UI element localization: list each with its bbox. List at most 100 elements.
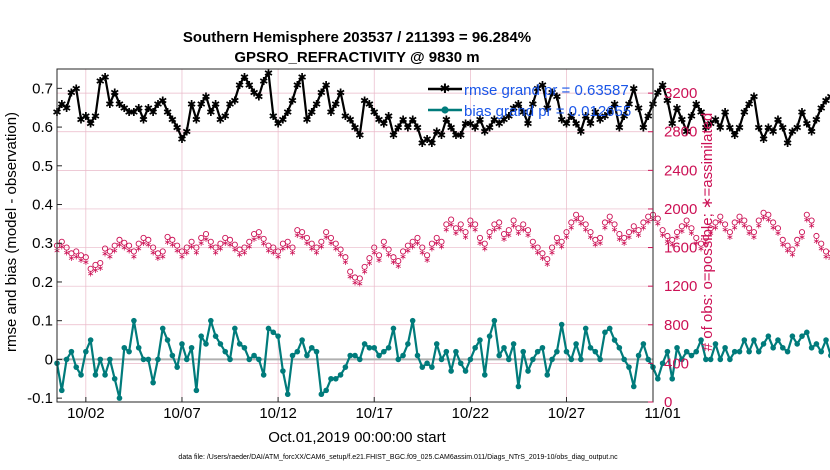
- bias-point: [135, 344, 142, 351]
- possible-point: [443, 221, 450, 228]
- assimilated-point: ∗: [135, 245, 143, 255]
- rmse-point: ✱: [81, 110, 90, 123]
- y-left-tick-label: 0.4: [32, 197, 53, 214]
- rmse-point: ✱: [120, 102, 129, 115]
- bias-point: [256, 356, 262, 363]
- bias-point: [534, 348, 541, 355]
- possible-point: [130, 248, 137, 255]
- possible-point: [188, 238, 195, 245]
- bias-point: [265, 325, 272, 332]
- y-axis-left: -0.1 0 0.1 0.2 0.3 0.4 0.5 0.6 0.7: [27, 80, 62, 407]
- possible-point: [73, 248, 80, 255]
- rmse-point: ✱: [317, 87, 326, 100]
- bias-point: [727, 356, 733, 363]
- rmse-point: ✱: [533, 83, 542, 96]
- rmse-point: ✱: [788, 125, 797, 138]
- possible-point: [529, 238, 536, 245]
- assimilated-point: ∗: [793, 241, 801, 251]
- possible-point: [500, 231, 508, 238]
- rmse-point: ✱: [499, 114, 508, 127]
- bias-point: [789, 333, 796, 339]
- bias-point: [97, 356, 104, 363]
- assimilated-point: ∗: [318, 243, 326, 253]
- rmse-point: ✱: [221, 110, 230, 123]
- bias-point: [664, 348, 671, 355]
- assimilated-point: ∗: [534, 248, 542, 258]
- bias-point: [246, 356, 253, 363]
- assimilated-point: ∗: [745, 229, 753, 239]
- y-left-tick-label: 0: [45, 351, 53, 368]
- possible-point: [755, 217, 762, 224]
- assimilated-point: ∗: [462, 233, 470, 243]
- rmse-point: ✱: [225, 98, 234, 111]
- bias-point: [558, 321, 565, 328]
- assimilated-point: ∗: [236, 250, 244, 260]
- bias-point: [183, 356, 190, 363]
- assimilated-point: ∗: [452, 229, 460, 239]
- assimilated-point: ∗: [202, 235, 210, 245]
- bias-point: [611, 337, 618, 343]
- bias-point: [395, 356, 402, 363]
- rmse-point: ✱: [269, 110, 278, 123]
- assimilated-point: ∗: [765, 216, 773, 226]
- bias-point: [573, 341, 579, 347]
- rmse-point: ✱: [807, 125, 816, 138]
- assimilated-point: ∗: [149, 248, 157, 258]
- series-bias: [54, 317, 830, 401]
- assimilated-point: ∗: [755, 221, 763, 231]
- rmse-point: ✱: [370, 106, 379, 119]
- possible-point: [827, 250, 830, 257]
- possible-point: [798, 229, 806, 236]
- assimilated-point: ∗: [601, 223, 609, 233]
- possible-point: [419, 244, 426, 251]
- assimilated-point: ∗: [255, 233, 263, 243]
- rmse-point: ✱: [312, 98, 321, 111]
- rmse-point: ✱: [168, 114, 177, 127]
- bias-point: [429, 364, 435, 370]
- possible-point: [587, 229, 594, 236]
- possible-point: [87, 265, 94, 272]
- y-left-tick-label: 0.2: [32, 274, 53, 291]
- rmse-point: ✱: [711, 114, 720, 127]
- assimilated-point: ∗: [245, 243, 253, 253]
- assimilated-point: ∗: [428, 245, 436, 255]
- bias-point: [655, 375, 661, 382]
- rmse-point: ✱: [403, 121, 412, 134]
- bias-point: [414, 352, 421, 359]
- bias-point: [438, 356, 445, 363]
- bias-point: [813, 341, 820, 347]
- assimilated-point: ∗: [322, 233, 330, 243]
- possible-point: [611, 221, 618, 228]
- bias-point: [477, 337, 483, 343]
- rmse-point: ✱: [687, 110, 696, 123]
- assimilated-point: ∗: [774, 229, 782, 239]
- rmse-point: ✱: [562, 118, 571, 131]
- rmse-point: ✱: [273, 118, 282, 131]
- bias-point: [347, 352, 353, 359]
- assimilated-point: ∗: [178, 252, 186, 262]
- assimilated-point: ∗: [87, 270, 95, 280]
- rmse-point: ✱: [110, 87, 119, 100]
- y-left-tick-label: -0.1: [27, 390, 53, 407]
- rmse-point: ✱: [216, 114, 225, 127]
- bias-point: [342, 364, 349, 370]
- assimilated-point: ∗: [394, 262, 402, 272]
- bias-point: [602, 329, 608, 336]
- rmse-point: ✱: [278, 114, 287, 127]
- possible-point: [698, 240, 705, 247]
- rmse-point: ✱: [764, 121, 773, 134]
- possible-point: [102, 245, 109, 252]
- rmse-point: ✱: [72, 83, 81, 96]
- rmse-point: ✱: [586, 118, 595, 131]
- bias-point: [203, 341, 209, 347]
- assimilated-point: ∗: [294, 231, 302, 241]
- possible-point: [275, 248, 282, 255]
- bias-point: [116, 395, 123, 401]
- rmse-point: ✱: [620, 110, 629, 123]
- rmse-point: ✱: [350, 121, 359, 134]
- bias-point: [280, 368, 286, 374]
- legend-bias-label: bias grand pr = 0.012655: [464, 103, 631, 120]
- rmse-point: ✱: [96, 75, 105, 88]
- rmse-point: ✱: [418, 137, 427, 150]
- assimilated-point: ∗: [173, 246, 181, 256]
